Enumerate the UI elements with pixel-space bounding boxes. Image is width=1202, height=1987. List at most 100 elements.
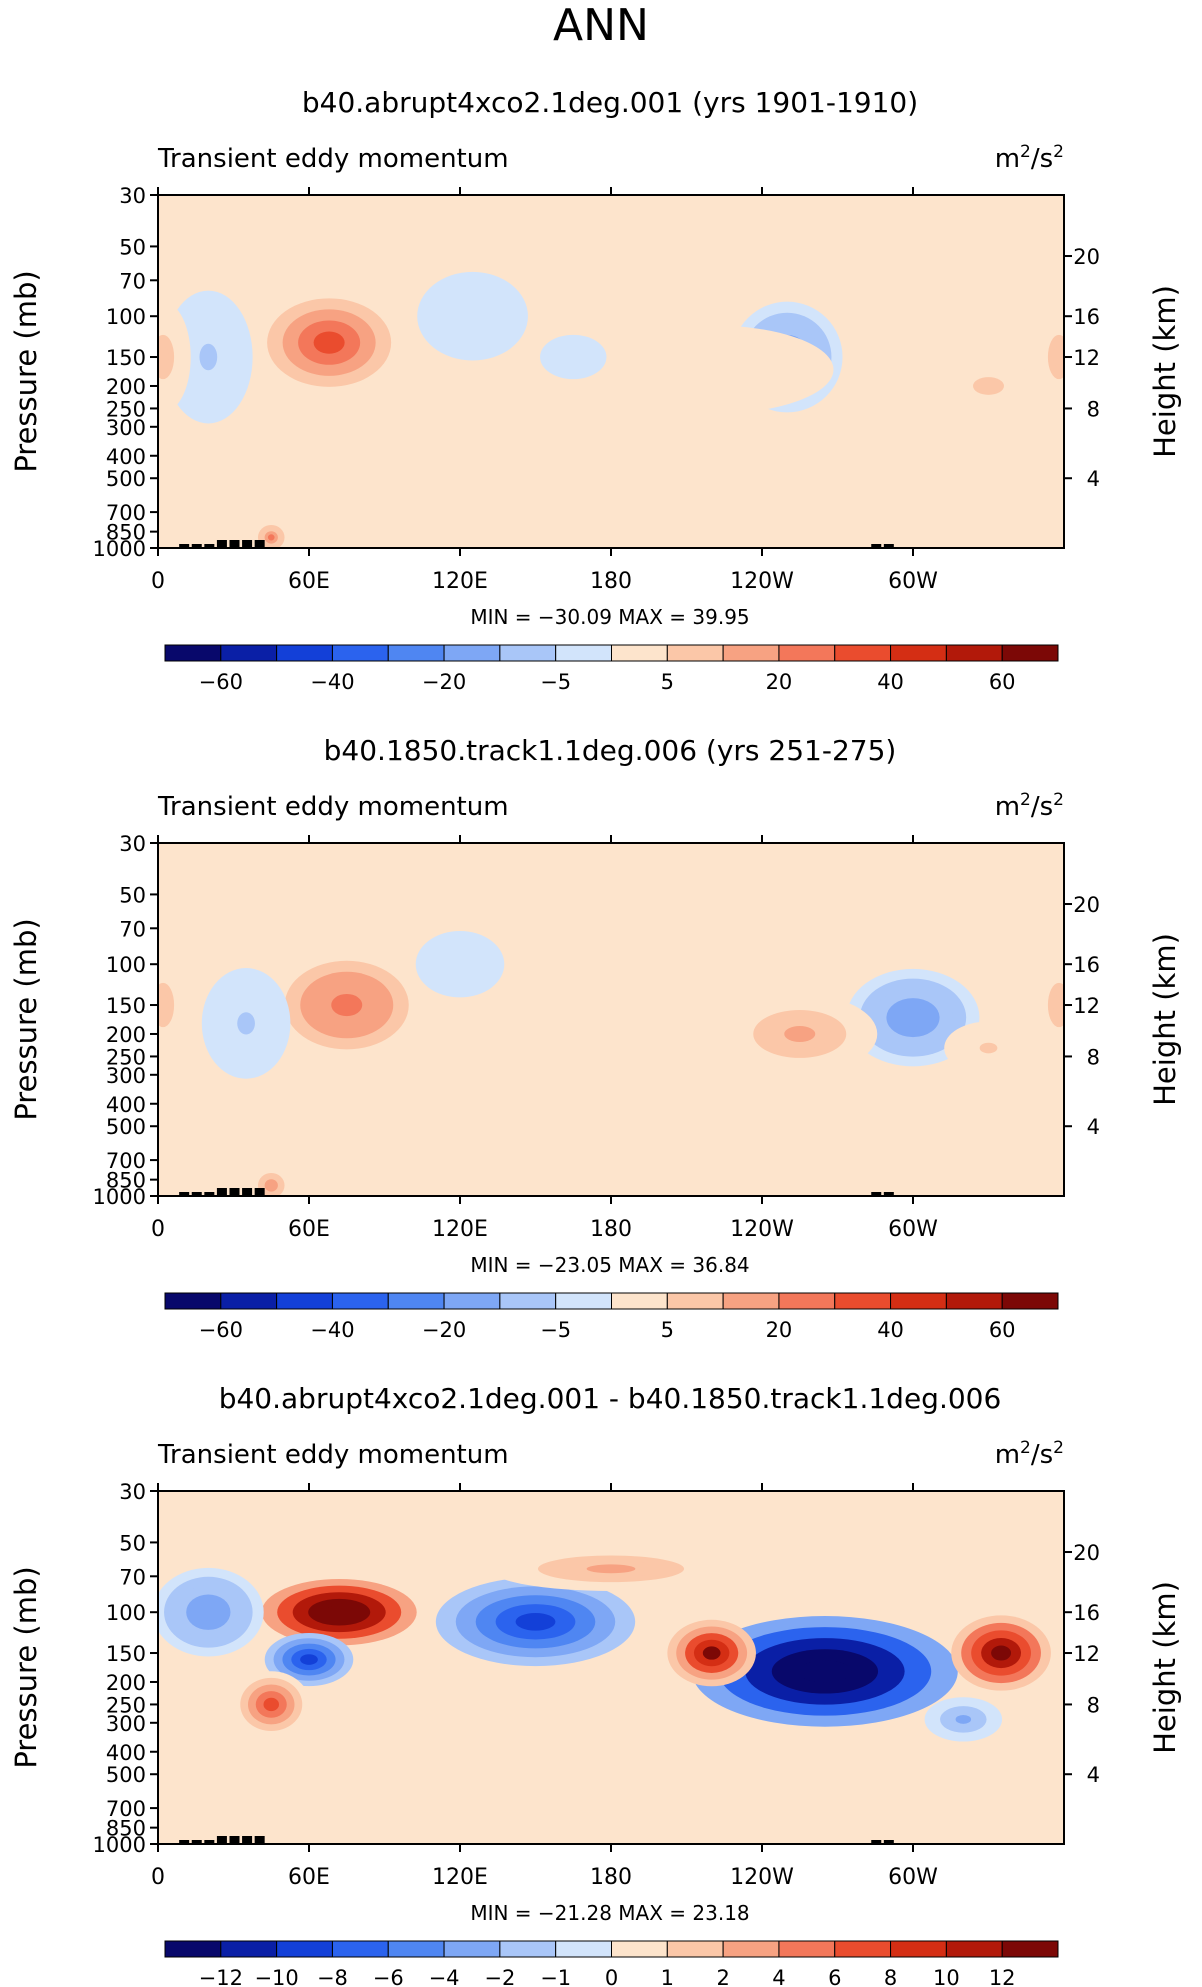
- pressure-tick-label: 50: [119, 1531, 146, 1555]
- colorbar-segment: [331, 1940, 389, 1958]
- field-label: Transient eddy momentum: [157, 144, 509, 174]
- colorbar-segment: [443, 1292, 501, 1310]
- pressure-tick-label: 30: [119, 832, 146, 856]
- lon-tick-label: 60W: [888, 1217, 938, 1242]
- topography-bar: [191, 1192, 202, 1196]
- colorbar-label: −5: [540, 670, 571, 694]
- colorbar-segment: [1001, 644, 1059, 662]
- colorbar-label: 8: [884, 1966, 897, 1987]
- lon-tick-label: 0: [151, 569, 165, 594]
- colorbar-segment: [499, 1292, 557, 1310]
- topography-bar: [179, 1192, 190, 1196]
- colorbar-label: 20: [766, 1318, 793, 1342]
- topography-bar: [229, 1836, 240, 1844]
- contour-band: [687, 360, 737, 379]
- pressure-tick-label: 850: [106, 1169, 146, 1193]
- lon-tick-label: 120W: [730, 569, 794, 594]
- colorbar-label: 60: [989, 670, 1016, 694]
- topography-bar: [216, 1836, 227, 1844]
- chart-panel-1: b40.abrupt4xco2.1deg.001 (yrs 1901-1910)…: [9, 86, 1182, 694]
- topography-bar: [871, 1840, 882, 1844]
- lon-tick-label: 120E: [432, 1865, 488, 1890]
- contour-band: [597, 281, 615, 293]
- colorbar-segment: [666, 1292, 724, 1310]
- colorbar-segment: [276, 1292, 333, 1310]
- pressure-tick-label: 1000: [93, 537, 146, 561]
- pressure-tick-label: 1000: [93, 1185, 146, 1209]
- height-tick-label: 8: [1087, 397, 1100, 421]
- colorbar-segment: [945, 1292, 1003, 1310]
- colorbar-segment: [778, 1940, 836, 1958]
- contour-band: [702, 1646, 721, 1660]
- pressure-tick-label: 100: [106, 953, 146, 977]
- colorbar-segment: [555, 1292, 612, 1310]
- contour-band: [451, 957, 469, 971]
- colorbar-segment: [1001, 1940, 1059, 1958]
- pressure-tick-label: 400: [106, 1093, 146, 1117]
- contour-band: [798, 1660, 852, 1683]
- contour-band: [979, 1042, 998, 1054]
- colorbar-segment: [666, 1940, 724, 1958]
- pressure-tick-label: 100: [106, 1601, 146, 1625]
- colorbar-label: 10: [933, 1966, 960, 1987]
- colorbar-segment: [722, 1940, 780, 1958]
- contour-band: [899, 1007, 927, 1028]
- chart-panel-2: b40.1850.track1.1deg.006 (yrs 251-275) Tr…: [9, 734, 1182, 1342]
- topography-bar: [179, 544, 190, 548]
- height-tick-label: 12: [1073, 994, 1100, 1018]
- pressure-tick-label: 70: [119, 1565, 146, 1589]
- y-axis-label-right: Height (km): [1148, 285, 1182, 458]
- contour-band: [323, 1605, 355, 1619]
- height-tick-label: 8: [1087, 1045, 1100, 1069]
- topography-bar: [229, 1188, 240, 1196]
- colorbar-label: −20: [422, 670, 466, 694]
- colorbar-label: −12: [199, 1966, 243, 1987]
- height-tick-label: 4: [1087, 1763, 1100, 1787]
- topography-bar: [254, 1188, 265, 1196]
- height-tick-label: 20: [1073, 1541, 1100, 1565]
- colorbar-label: −5: [540, 1318, 571, 1342]
- pressure-tick-label: 400: [106, 445, 146, 469]
- topography-bar: [191, 1840, 202, 1844]
- contour-field: [158, 1546, 1051, 1742]
- pressure-tick-label: 700: [106, 501, 146, 525]
- colorbar-segment: [611, 1940, 668, 1958]
- contour-band: [263, 1697, 280, 1712]
- y-axis-label-left: Pressure (mb): [9, 918, 43, 1120]
- pressure-tick-label: 70: [119, 269, 146, 293]
- colorbar-segment: [778, 644, 836, 662]
- lon-tick-label: 120E: [432, 1217, 488, 1242]
- colorbar-segment: [164, 644, 222, 662]
- height-tick-label: 16: [1073, 1601, 1100, 1625]
- height-tick-label: 8: [1087, 1693, 1100, 1717]
- units-label: m2/s2: [995, 1438, 1064, 1470]
- pressure-tick-label: 30: [119, 184, 146, 208]
- contour-field: [158, 260, 1064, 548]
- topography-bar: [254, 1836, 265, 1844]
- colorbar-segment: [945, 644, 1003, 662]
- colorbar-segment: [555, 1940, 612, 1958]
- height-tick-label: 12: [1073, 346, 1100, 370]
- contour-band: [1053, 993, 1064, 1017]
- colorbar-label: −4: [429, 1966, 460, 1987]
- colorbar-segment: [164, 1292, 222, 1310]
- pressure-tick-label: 200: [106, 375, 146, 399]
- contour-band: [515, 1612, 556, 1631]
- units-label: m2/s2: [995, 790, 1064, 822]
- lon-tick-label: 180: [590, 1865, 632, 1890]
- topography-bar: [883, 1840, 894, 1844]
- colorbar-label: 5: [661, 1318, 674, 1342]
- contour-band: [784, 1026, 816, 1042]
- y-axis-label-right: Height (km): [1148, 1581, 1182, 1754]
- contour-band: [267, 1182, 275, 1189]
- min-max-text: MIN = −30.09 MAX = 39.95: [470, 605, 749, 629]
- colorbar-label: 2: [716, 1966, 729, 1987]
- colorbar-segment: [164, 1940, 222, 1958]
- contour-band: [237, 1012, 255, 1035]
- y-axis-label-left: Pressure (mb): [9, 270, 43, 472]
- colorbar-segment: [890, 1940, 947, 1958]
- colorbar-segment: [220, 1292, 278, 1310]
- topography-bar: [883, 544, 894, 548]
- pressure-tick-label: 1000: [93, 1833, 146, 1857]
